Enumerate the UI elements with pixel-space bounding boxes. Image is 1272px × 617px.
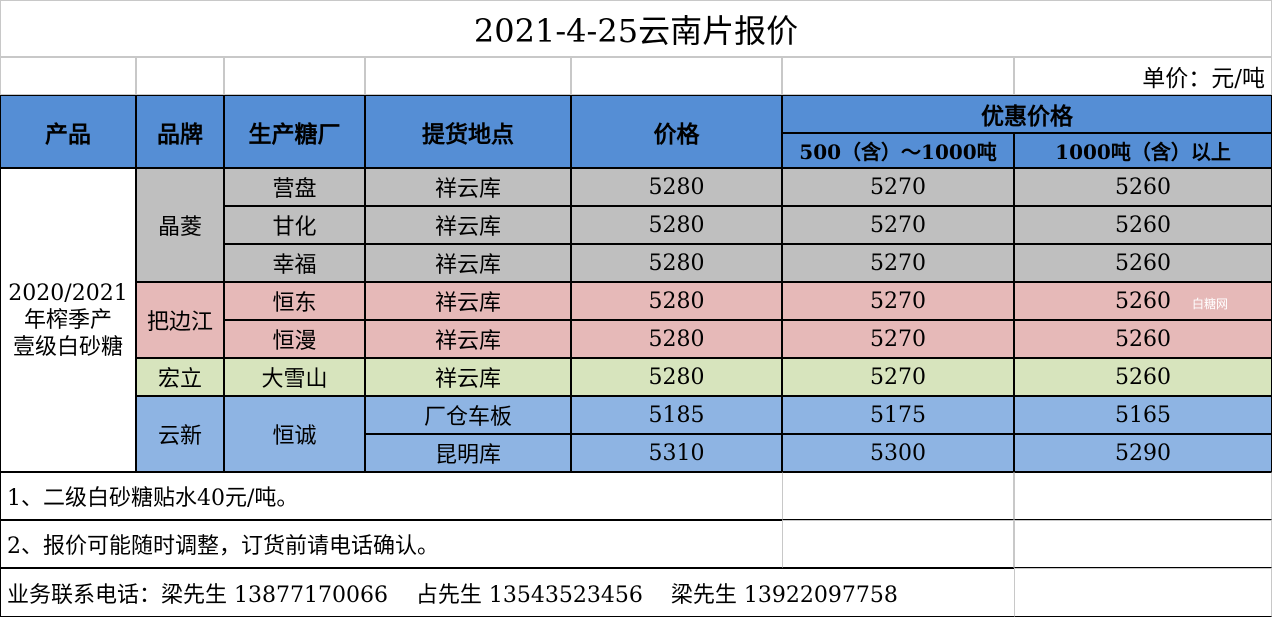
- note-line: 2、报价可能随时调整，订货前请电话确认。: [0, 520, 782, 568]
- grid-cell: [136, 57, 224, 95]
- factory-cell: 恒漫: [224, 320, 365, 358]
- unit-label: 单价：元/吨: [1014, 57, 1272, 95]
- grid-cell: [365, 57, 571, 95]
- tier2-price-cell: 5260: [1014, 168, 1272, 206]
- grid-cell: [0, 57, 136, 95]
- product-line: 壹级白砂糖: [12, 334, 123, 360]
- brand-cell: 把边江: [136, 282, 224, 358]
- tier2-price-cell: 5260: [1014, 282, 1272, 320]
- grid-cell: [1014, 568, 1272, 617]
- tier1-price-cell: 5300: [782, 434, 1014, 472]
- tier2-price-cell: 5260: [1014, 320, 1272, 358]
- tier2-price-cell: 5260: [1014, 206, 1272, 244]
- factory-cell: 恒诚: [224, 396, 365, 472]
- tier1-price-cell: 5270: [782, 358, 1014, 396]
- tier2-price-cell: 5260: [1014, 358, 1272, 396]
- tier2-price-cell: 5165: [1014, 396, 1272, 434]
- tier1-price-cell: 5270: [782, 282, 1014, 320]
- grid-cell: [782, 520, 1014, 568]
- location-cell: 祥云库: [365, 282, 571, 320]
- tier1-price-cell: 5270: [782, 168, 1014, 206]
- price-cell: 5280: [571, 282, 782, 320]
- tier2-price-cell: 5260: [1014, 244, 1272, 282]
- factory-cell: 幸福: [224, 244, 365, 282]
- factory-cell: 大雪山: [224, 358, 365, 396]
- location-cell: 祥云库: [365, 358, 571, 396]
- location-cell: 厂仓车板: [365, 396, 571, 434]
- factory-cell: 营盘: [224, 168, 365, 206]
- header-product: 产品: [0, 95, 136, 168]
- grid-cell: [1014, 520, 1272, 568]
- price-cell: 5310: [571, 434, 782, 472]
- grid-cell: [782, 472, 1014, 520]
- grid-cell: [1014, 472, 1272, 520]
- location-cell: 祥云库: [365, 168, 571, 206]
- grid-cell: [782, 57, 1014, 95]
- location-cell: 昆明库: [365, 434, 571, 472]
- brand-cell: 晶菱: [136, 168, 224, 282]
- price-cell: 5280: [571, 168, 782, 206]
- header-price: 价格: [571, 95, 782, 168]
- header-brand: 品牌: [136, 95, 224, 168]
- tier2-price-cell: 5290: [1014, 434, 1272, 472]
- grid-cell: [224, 57, 365, 95]
- header-location: 提货地点: [365, 95, 571, 168]
- product-line: 2020/2021: [8, 280, 128, 306]
- header-factory: 生产糖厂: [224, 95, 365, 168]
- tier1-price-cell: 5270: [782, 244, 1014, 282]
- header-tier1: 500（含）～1000吨: [782, 133, 1014, 168]
- price-cell: 5280: [571, 320, 782, 358]
- note-line: 1、二级白砂糖贴水40元/吨。: [0, 472, 782, 520]
- price-cell: 5280: [571, 244, 782, 282]
- tier1-price-cell: 5270: [782, 320, 1014, 358]
- product-line: 年榨季产: [23, 307, 112, 333]
- contact-line: 业务联系电话：梁先生 13877170066 占先生 13543523456 梁…: [0, 568, 1014, 617]
- watermark-text: 白糖网: [1192, 297, 1229, 311]
- price-cell: 5280: [571, 358, 782, 396]
- product-cell: 2020/2021 年榨季产 壹级白砂糖: [0, 168, 136, 472]
- header-tier2: 1000吨（含）以上: [1014, 133, 1272, 168]
- brand-cell: 宏立: [136, 358, 224, 396]
- page-title: 2021-4-25云南片报价: [0, 0, 1272, 57]
- factory-cell: 甘化: [224, 206, 365, 244]
- tier1-price-cell: 5270: [782, 206, 1014, 244]
- price-cell: 5280: [571, 206, 782, 244]
- factory-cell: 恒东: [224, 282, 365, 320]
- price-cell: 5185: [571, 396, 782, 434]
- tier1-price-cell: 5175: [782, 396, 1014, 434]
- brand-cell: 云新: [136, 396, 224, 472]
- grid-cell: [571, 57, 782, 95]
- header-discount: 优惠价格: [782, 95, 1272, 133]
- location-cell: 祥云库: [365, 206, 571, 244]
- location-cell: 祥云库: [365, 320, 571, 358]
- location-cell: 祥云库: [365, 244, 571, 282]
